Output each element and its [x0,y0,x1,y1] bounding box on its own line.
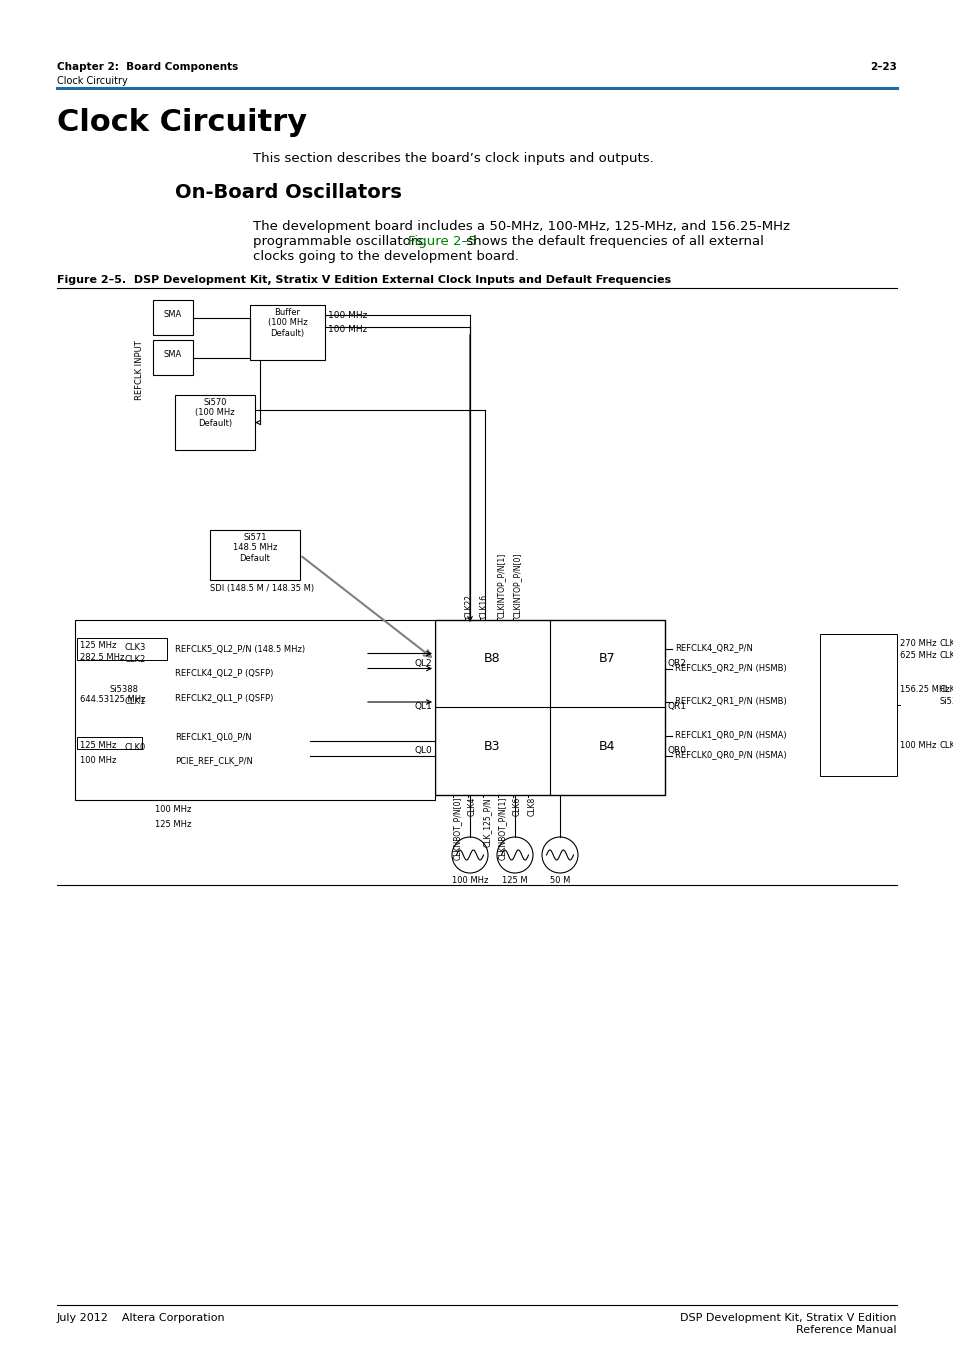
Text: B8: B8 [484,652,500,666]
Text: 2–23: 2–23 [869,62,896,72]
Text: Buffer
(100 MHz
Default): Buffer (100 MHz Default) [268,308,307,338]
Text: 100 MHz: 100 MHz [80,756,116,765]
Text: SDI (148.5 M / 148.35 M): SDI (148.5 M / 148.35 M) [210,585,314,593]
Text: QR2: QR2 [667,659,686,668]
Text: REFCLK2_QR1_P/N (HSMB): REFCLK2_QR1_P/N (HSMB) [675,697,786,706]
Text: REFCLK INPUT: REFCLK INPUT [135,340,144,400]
Text: 125 MHz: 125 MHz [154,819,192,829]
Bar [77,737,142,749]
Text: Si5388: Si5388 [939,697,953,706]
Text: clocks going to the development board.: clocks going to the development board. [253,250,518,263]
Text: Figure 2–5.  DSP Development Kit, Stratix V Edition External Clock Inputs and De: Figure 2–5. DSP Development Kit, Stratix… [57,275,670,285]
Text: REFCLK1_QR0_P/N (HSMA): REFCLK1_QR0_P/N (HSMA) [675,730,786,740]
Text: CLK3: CLK3 [125,644,146,652]
Bar [174,396,254,450]
Text: REFCLK5_QR2_P/N (HSMB): REFCLK5_QR2_P/N (HSMB) [675,663,786,672]
Text: 270 MHz: 270 MHz [899,640,936,648]
Text: 625 MHz: 625 MHz [899,652,936,660]
Text: QL0: QL0 [414,747,432,756]
Text: CLK4: CLK4 [468,796,476,817]
Text: The development board includes a 50-MHz, 100-MHz, 125-MHz, and 156.25-MHz: The development board includes a 50-MHz,… [253,220,789,234]
Text: 282.5 MHz: 282.5 MHz [80,653,124,663]
Text: DSP Development Kit, Stratix V Edition: DSP Development Kit, Stratix V Edition [679,1314,896,1323]
Bar [77,637,167,660]
Text: CLK0: CLK0 [125,743,146,752]
Bar [152,300,193,335]
Text: CLK2: CLK2 [939,652,953,660]
Text: QL1: QL1 [414,702,432,711]
Text: 50 M: 50 M [549,876,570,886]
Text: Chapter 2:  Board Components: Chapter 2: Board Components [57,62,238,72]
Text: CLK3: CLK3 [939,640,953,648]
Text: SMA: SMA [164,350,182,359]
Circle shape [452,837,488,873]
Text: CLKINTOP_P/N[1]: CLKINTOP_P/N[1] [497,552,505,618]
Text: 100 MHz: 100 MHz [452,876,488,886]
Text: REFCLK2_QL1_P (QSFP): REFCLK2_QL1_P (QSFP) [174,693,274,702]
Text: REFCLK1_QL0_P/N: REFCLK1_QL0_P/N [174,732,252,741]
Text: B7: B7 [598,652,616,666]
Text: 156.25 MHz: 156.25 MHz [899,684,948,694]
Text: CLKINTOP_P/N[0]: CLKINTOP_P/N[0] [513,552,521,618]
Text: CLK16: CLK16 [479,594,489,618]
Text: QR0: QR0 [667,747,686,756]
Bar [152,340,193,375]
Text: CLKNBOT_P/N[0]: CLKNBOT_P/N[0] [453,796,461,860]
Text: REFCLK4_QR2_P/N: REFCLK4_QR2_P/N [675,643,752,652]
Text: QL2: QL2 [414,659,432,668]
Text: Clock Circuitry: Clock Circuitry [57,108,307,136]
Text: CLK1: CLK1 [125,697,146,706]
Text: REFCLK0_QR0_P/N (HSMA): REFCLK0_QR0_P/N (HSMA) [675,751,786,760]
Text: 125 M: 125 M [501,876,527,886]
Text: CLKNBOT_P/N[1]: CLKNBOT_P/N[1] [497,796,506,860]
Text: programmable oscillators.: programmable oscillators. [253,235,431,248]
Text: REFCLK5_QL2_P/N (148.5 MHz): REFCLK5_QL2_P/N (148.5 MHz) [174,644,305,653]
Text: shows the default frequencies of all external: shows the default frequencies of all ext… [461,235,763,248]
Text: This section describes the board’s clock inputs and outputs.: This section describes the board’s clock… [253,153,653,165]
Text: 125 MHz: 125 MHz [80,641,116,651]
Bar [820,633,896,776]
Text: Clock Circuitry: Clock Circuitry [57,76,128,86]
Text: Si570
(100 MHz
Default): Si570 (100 MHz Default) [195,398,234,428]
Circle shape [541,837,578,873]
Text: 100 MHz: 100 MHz [899,741,936,751]
Text: 644.53125 MHz: 644.53125 MHz [80,695,146,703]
Text: SMA: SMA [164,310,182,319]
Text: CLK_125_P/N: CLK_125_P/N [482,796,492,846]
Text: CLK6: CLK6 [513,796,521,817]
Text: 100 MHz: 100 MHz [328,310,367,320]
Bar [75,620,435,801]
Text: 125 MHz: 125 MHz [80,741,116,751]
Text: CLK1: CLK1 [939,684,953,694]
Text: On-Board Oscillators: On-Board Oscillators [174,184,401,202]
Text: REFCLK4_QL2_P (QSFP): REFCLK4_QL2_P (QSFP) [174,668,274,678]
Text: CLK2: CLK2 [125,656,146,664]
Text: B3: B3 [484,740,500,752]
Text: Reference Manual: Reference Manual [796,1324,896,1335]
Text: PCIE_REF_CLK_P/N: PCIE_REF_CLK_P/N [174,756,253,765]
Text: July 2012    Altera Corporation: July 2012 Altera Corporation [57,1314,226,1323]
Text: B4: B4 [598,740,615,752]
Text: Si571
148.5 MHz
Default: Si571 148.5 MHz Default [233,533,277,563]
Bar [435,620,664,795]
Text: CLK0: CLK0 [939,741,953,751]
Bar [250,305,325,360]
Text: 100 MHz: 100 MHz [154,805,192,814]
Text: QR1: QR1 [667,702,686,711]
Text: Figure 2–5: Figure 2–5 [408,235,476,248]
Text: CLK22: CLK22 [464,594,474,618]
Text: 100 MHz: 100 MHz [328,324,367,333]
Text: CLK8: CLK8 [527,796,537,817]
Circle shape [497,837,533,873]
Text: Si5388: Si5388 [110,684,139,694]
Bar [210,531,299,580]
